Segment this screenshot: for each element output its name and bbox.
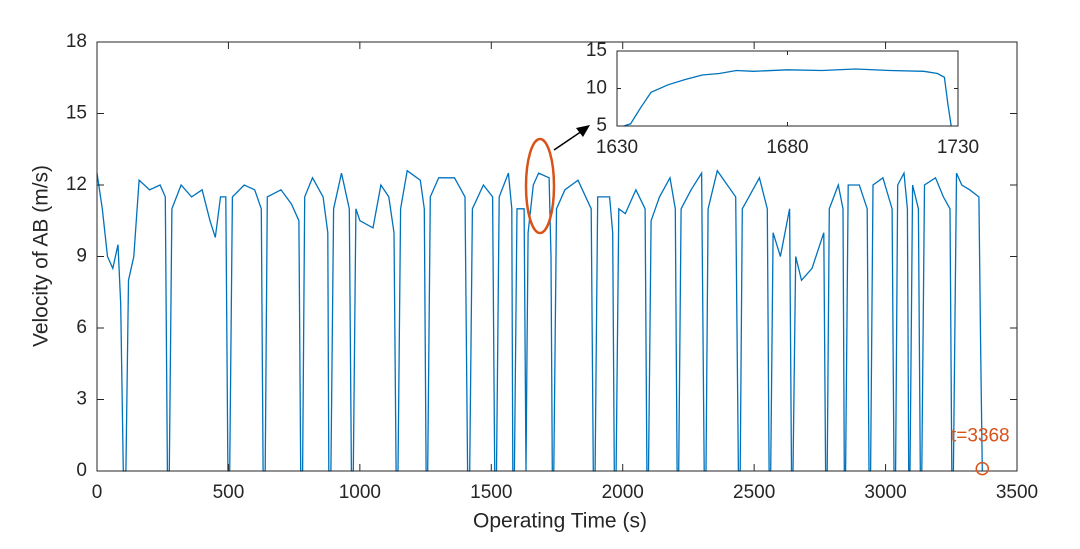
y-tick-label: 18 <box>66 31 87 52</box>
y-tick-label: 15 <box>66 103 87 124</box>
highlight-ellipse <box>524 137 556 235</box>
x-tick-label: 1730 <box>937 137 979 158</box>
x-tick-label: 500 <box>213 482 245 503</box>
x-tick-label: 1630 <box>596 137 638 158</box>
annotation-marker <box>975 461 990 476</box>
x-tick-label: 2000 <box>602 482 644 503</box>
y-tick-label: 9 <box>76 246 87 267</box>
arrow-shaft <box>553 130 583 151</box>
x-tick-label: 1000 <box>339 482 381 503</box>
data-line <box>96 169 983 472</box>
y-tick-label: 3 <box>76 389 87 410</box>
y-tick-label: 10 <box>586 78 607 99</box>
y-tick-label: 0 <box>76 460 87 481</box>
x-tick-label: 3000 <box>864 482 906 503</box>
y-axis-label: Velocity of AB (m/s) <box>30 165 53 347</box>
x-tick-label: 0 <box>92 482 103 503</box>
y-tick-label: 12 <box>66 174 87 195</box>
inset-background <box>617 51 958 126</box>
x-axis-label: Operating Time (s) <box>473 510 647 533</box>
main-plot: 0 500 1000 1500 2000 2500 3000 3500 0 3 6 9 12 15 18 t=… <box>66 31 1038 503</box>
inset-plot: 1630 1680 1730 5 10 15 <box>586 40 979 158</box>
y-tick-label: 6 <box>76 317 87 338</box>
data-line <box>623 68 952 127</box>
x-tick-label: 1680 <box>766 137 808 158</box>
annotation-label: t=3368 <box>951 426 1010 447</box>
y-tick-label: 5 <box>596 115 607 136</box>
x-tick-label: 2500 <box>733 482 775 503</box>
x-tick-label: 3500 <box>996 482 1038 503</box>
x-tick-label: 1500 <box>470 482 512 503</box>
y-tick-label: 15 <box>586 40 607 61</box>
arrow-head <box>576 125 590 137</box>
